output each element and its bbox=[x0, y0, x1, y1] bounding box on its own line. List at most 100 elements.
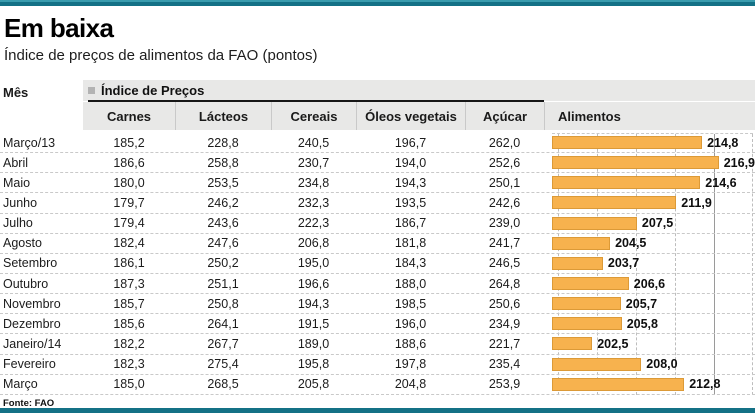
value-cell: 196,7 bbox=[394, 135, 427, 150]
table-row: Julho 179,4 243,6 222,3 186,7 239,0 207,… bbox=[0, 214, 755, 234]
bar-value-label: 202,5 bbox=[597, 336, 629, 351]
alimentos-bar bbox=[552, 156, 719, 170]
value-cell: 194,3 bbox=[394, 175, 427, 190]
month-cell: Outubro bbox=[3, 276, 49, 291]
value-cell: 243,6 bbox=[207, 216, 239, 231]
value-cell: 182,2 bbox=[113, 336, 145, 351]
chart-header: Em baixa Índice de preços de alimentos d… bbox=[0, 6, 755, 80]
value-cell: 246,2 bbox=[207, 195, 239, 210]
table-row: Junho 179,7 246,2 232,3 193,5 242,6 211,… bbox=[0, 193, 755, 214]
alimentos-chart-cell: 206,6 bbox=[544, 274, 755, 293]
alimentos-bar bbox=[552, 216, 637, 230]
top-accent-bar bbox=[0, 0, 755, 6]
table-row: Março 185,0 268,5 205,8 204,8 253,9 212,… bbox=[0, 375, 755, 395]
table-row: Setembro 186,1 250,2 195,0 184,3 246,5 2… bbox=[0, 254, 755, 274]
value-cell: 275,4 bbox=[207, 357, 239, 372]
bottom-accent-bar bbox=[0, 408, 755, 413]
table-row: Maio 180,0 253,5 234,8 194,3 250,1 214,6 bbox=[0, 173, 755, 194]
value-cell: 186,6 bbox=[113, 155, 145, 170]
table-row: Dezembro 185,6 264,1 191,5 196,0 234,9 2… bbox=[0, 314, 755, 335]
value-cell: 191,5 bbox=[297, 316, 330, 331]
bar-value-label: 214,8 bbox=[707, 135, 739, 150]
alimentos-bar bbox=[552, 297, 621, 311]
value-cell: 250,8 bbox=[207, 296, 239, 311]
value-cell: 246,5 bbox=[488, 256, 521, 271]
table-row: Janeiro/14 182,2 267,7 189,0 188,6 221,7… bbox=[0, 334, 755, 355]
value-cell: 196,0 bbox=[394, 316, 427, 331]
value-cell: 179,7 bbox=[113, 195, 145, 210]
value-cell: 241,7 bbox=[488, 236, 521, 251]
value-cell: 253,5 bbox=[207, 175, 239, 190]
value-cell: 186,1 bbox=[113, 256, 145, 271]
alimentos-chart-cell: 214,8 bbox=[544, 133, 755, 152]
column-header-mes: Mês bbox=[0, 80, 83, 102]
value-cell: 235,4 bbox=[488, 357, 521, 372]
table-row: Agosto 182,4 247,6 206,8 181,8 241,7 204… bbox=[0, 234, 755, 254]
month-cell: Janeiro/14 bbox=[3, 336, 62, 351]
table-row: Abril 186,6 258,8 230,7 194,0 252,6 216,… bbox=[0, 153, 755, 174]
bar-value-label: 206,6 bbox=[633, 276, 666, 291]
value-cell: 185,2 bbox=[113, 135, 145, 150]
month-cell: Março bbox=[3, 377, 38, 392]
value-cell: 194,0 bbox=[394, 155, 427, 170]
alimentos-bar bbox=[552, 357, 642, 371]
alimentos-bar bbox=[552, 136, 703, 150]
value-cell: 187,3 bbox=[113, 276, 145, 291]
value-cell: 242,6 bbox=[488, 195, 521, 210]
column-header-alimentos: Alimentos bbox=[544, 102, 755, 130]
value-cell: 234,9 bbox=[488, 316, 521, 331]
value-cell: 205,8 bbox=[297, 377, 330, 392]
month-cell: Agosto bbox=[3, 236, 42, 251]
value-cell: 250,1 bbox=[488, 175, 521, 190]
alimentos-chart-cell: 205,7 bbox=[544, 294, 755, 313]
value-cell: 204,8 bbox=[394, 377, 427, 392]
page-title: Em baixa bbox=[4, 13, 114, 43]
value-cell: 185,7 bbox=[113, 296, 145, 311]
table-row: Outubro 187,3 251,1 196,6 188,0 264,8 20… bbox=[0, 274, 755, 295]
value-cell: 250,2 bbox=[207, 256, 239, 271]
value-cell: 182,4 bbox=[113, 236, 145, 251]
value-cell: 268,5 bbox=[207, 377, 239, 392]
bar-value-label: 205,7 bbox=[625, 296, 658, 311]
month-cell: Maio bbox=[3, 175, 31, 190]
value-cell: 222,3 bbox=[297, 216, 330, 231]
alimentos-chart-cell: 207,5 bbox=[544, 214, 755, 233]
value-cell: 181,8 bbox=[394, 236, 427, 251]
month-cell: Fevereiro bbox=[3, 357, 56, 372]
month-cell: Novembro bbox=[3, 296, 61, 311]
value-cell: 195,0 bbox=[297, 256, 330, 271]
bar-value-label: 216,9 bbox=[723, 155, 755, 170]
value-cell: 195,8 bbox=[297, 357, 330, 372]
bar-value-label: 208,0 bbox=[646, 357, 678, 372]
value-cell: 232,3 bbox=[297, 195, 330, 210]
value-cell: 264,1 bbox=[207, 316, 239, 331]
alimentos-chart-cell: 203,7 bbox=[544, 254, 755, 273]
value-cell: 251,1 bbox=[207, 276, 239, 291]
value-cell: 182,3 bbox=[113, 357, 145, 372]
value-cell: 247,6 bbox=[207, 236, 239, 251]
alimentos-chart-cell: 216,9 bbox=[544, 153, 755, 172]
alimentos-chart-cell: 202,5 bbox=[544, 334, 755, 353]
header-spacer bbox=[0, 102, 83, 130]
alimentos-chart-cell: 204,5 bbox=[544, 234, 755, 253]
column-header-carnes: Carnes bbox=[83, 102, 175, 130]
value-cell: 240,5 bbox=[297, 135, 330, 150]
alimentos-chart-cell: 208,0 bbox=[544, 355, 755, 374]
month-cell: Junho bbox=[3, 195, 38, 210]
column-header-lacteos: Lácteos bbox=[175, 102, 271, 130]
bar-value-label: 214,6 bbox=[705, 175, 737, 190]
value-cell: 206,8 bbox=[297, 236, 330, 251]
alimentos-bar bbox=[552, 236, 611, 250]
value-cell: 185,6 bbox=[113, 316, 145, 331]
alimentos-bar bbox=[552, 176, 701, 190]
month-cell: Abril bbox=[3, 155, 29, 170]
table-row: Novembro 185,7 250,8 194,3 198,5 250,6 2… bbox=[0, 294, 755, 315]
alimentos-bar bbox=[552, 256, 603, 270]
value-cell: 179,4 bbox=[113, 216, 145, 231]
value-cell: 188,6 bbox=[394, 336, 427, 351]
value-cell: 230,7 bbox=[297, 155, 330, 170]
value-cell: 239,0 bbox=[488, 216, 521, 231]
value-cell: 194,3 bbox=[297, 296, 330, 311]
bar-value-label: 207,5 bbox=[641, 216, 674, 231]
group-header: Índice de Preços bbox=[83, 80, 755, 102]
